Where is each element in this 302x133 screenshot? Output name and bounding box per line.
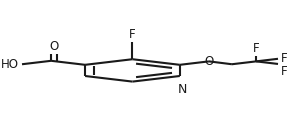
Text: F: F xyxy=(253,42,259,55)
Text: HO: HO xyxy=(1,58,19,71)
Text: F: F xyxy=(281,52,288,65)
Text: O: O xyxy=(204,55,214,68)
Text: O: O xyxy=(50,40,59,53)
Text: F: F xyxy=(281,65,288,78)
Text: F: F xyxy=(129,28,136,41)
Text: N: N xyxy=(178,83,187,96)
